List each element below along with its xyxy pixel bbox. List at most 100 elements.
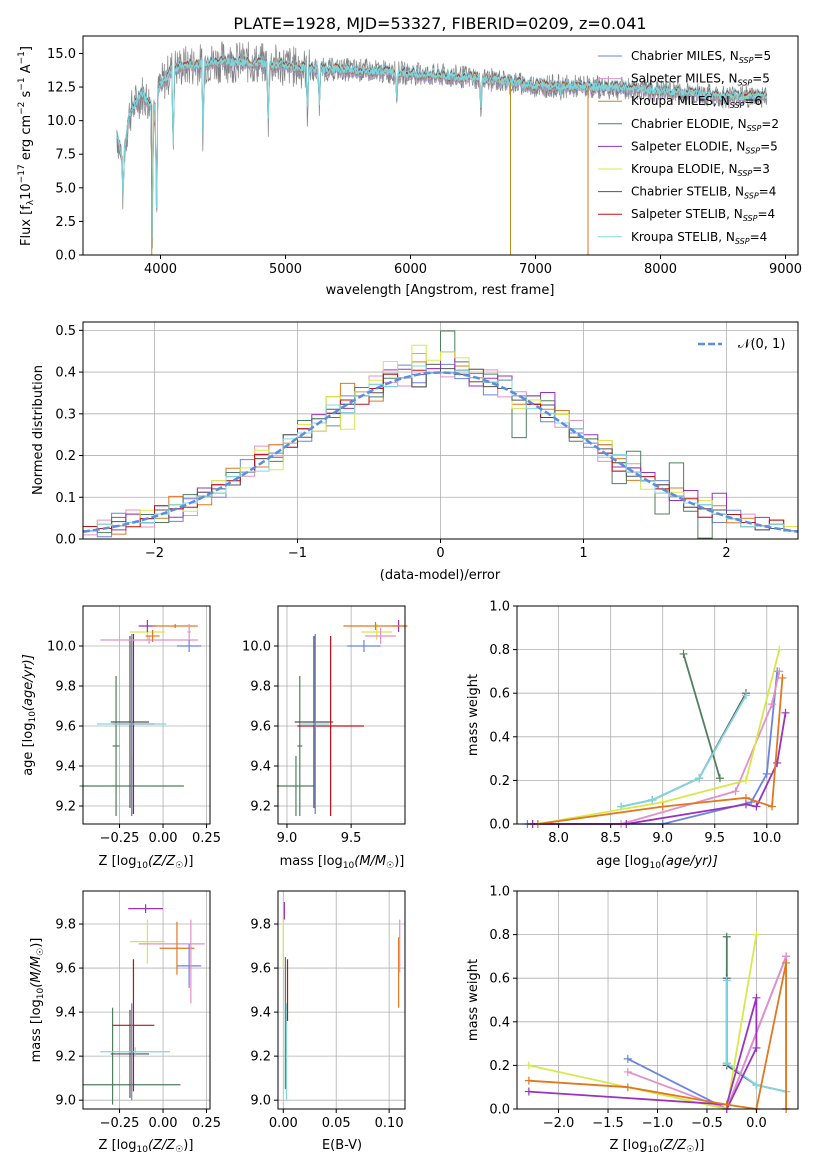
mass-vs-z-axes-frame [82, 890, 211, 1110]
y-tick-label: 1.0 [489, 600, 510, 615]
errorbar-point [112, 959, 155, 1092]
y-tick-label: 9.0 [250, 1094, 271, 1109]
legend-label: Salpeter ELODIE, NSSP=5 [631, 139, 778, 155]
y-tick-label: 0.0 [489, 1103, 510, 1118]
y-tick-label: 12.5 [47, 81, 76, 96]
mass-weight-marker [752, 993, 761, 1002]
x-tick-label: 0.25 [192, 831, 221, 846]
x-tick-label: 0.00 [149, 831, 178, 846]
x-tick-label: 0.0 [746, 1116, 767, 1131]
y-tick-label: 0.2 [489, 774, 510, 789]
age-vs-mass-plot-area [276, 620, 408, 816]
y-tick-label: 9.2 [250, 800, 271, 815]
legend-label: Kroupa ELODIE, NSSP=3 [631, 162, 770, 178]
mass-weight-marker [695, 774, 704, 783]
massweight-vs-z-panel: −2.0 −1.5 −1.0 −0.5 0.0 0.0 0.2 0.4 0.6 0.8 1.0 Z … [466, 885, 799, 1155]
x-tick-label: 0.00 [269, 1116, 298, 1131]
x-tick-label: 8000 [644, 262, 677, 277]
x-tick-label: 9000 [769, 262, 802, 277]
errorbar-point [176, 640, 202, 652]
y-tick-label: 9.6 [250, 720, 271, 735]
legend-label: Salpeter STELIB, NSSP=4 [631, 207, 775, 223]
x-tick-label: −0.25 [100, 1116, 140, 1131]
y-tick-label: 9.2 [55, 800, 76, 815]
normal-distribution-curve [83, 371, 798, 533]
x-tick-label: 2 [722, 546, 730, 561]
errorbar-point [187, 624, 191, 640]
mass-weight-marker [623, 1067, 632, 1076]
mass-weight-marker [752, 1043, 761, 1052]
x-tick-label: 6000 [394, 262, 427, 277]
mass-weight-series-line [682, 653, 721, 779]
age-vs-z-plot-area [79, 620, 202, 816]
mass-vs-ebv-panel: 0.00 0.05 0.10 9.0 9.2 9.4 9.6 9.8 E(B-V) [250, 890, 406, 1153]
x-tick-label: −1 [288, 546, 307, 561]
mass-weight-marker [623, 1054, 632, 1063]
mass-weight-marker [741, 793, 750, 802]
y-tick-label: 0.1 [55, 491, 76, 506]
spectrum-axes-frame [82, 35, 799, 256]
x-tick-label: 4000 [144, 262, 177, 277]
y-tick-label: 0.4 [55, 366, 76, 381]
massweight-vs-z-xlabel: Z [log10(Z/Z☉)] [610, 1138, 705, 1155]
x-tick-label: 7000 [519, 262, 552, 277]
model-spectrum-line [116, 53, 768, 204]
x-tick-label: 0.05 [322, 1116, 351, 1131]
legend-label: Chabrier MILES, NSSP=5 [631, 49, 771, 65]
x-tick-label: 5000 [269, 262, 302, 277]
errorbar-point [110, 636, 150, 808]
x-tick-label: 0.00 [149, 1116, 178, 1131]
age-vs-mass-xlabel: mass [log10(M/M☉)] [280, 854, 405, 871]
errorbar-point [176, 943, 202, 988]
errorbar-point [100, 636, 198, 644]
legend-label: Kroupa MILES, NSSP=6 [631, 94, 762, 110]
y-tick-label: 0.8 [489, 643, 510, 658]
x-tick-label: 8.0 [548, 831, 569, 846]
residuals-panel: −2 −1 0 1 2 0.0 0.1 0.2 0.3 0.4 0.5 (data-model)/e… [31, 321, 799, 583]
massweight-vs-z-ylabel: mass weight [466, 959, 481, 1041]
x-tick-label: 1 [579, 546, 587, 561]
age-vs-z-panel: −0.25 0.00 0.25 9.2 9.4 9.6 9.8 10.0 Z [log10(Z… [21, 605, 221, 871]
y-tick-label: 9.8 [55, 680, 76, 695]
mass-weight-series-line [537, 649, 781, 825]
mass-weight-series-line [528, 962, 787, 1111]
y-tick-label: 0.5 [55, 324, 76, 339]
y-tick-label: 0.0 [489, 818, 510, 833]
mass-weight-marker [773, 758, 782, 767]
errorbar-point [297, 676, 303, 816]
x-tick-label: −2 [145, 546, 164, 561]
y-tick-label: 9.0 [55, 1094, 76, 1109]
errorbar-point [347, 640, 381, 652]
residuals-xlabel: (data-model)/error [380, 568, 501, 583]
y-tick-label: 15.0 [47, 47, 76, 62]
errorbar-point [112, 676, 120, 816]
x-tick-label: 0 [436, 546, 444, 561]
mass-weight-marker [524, 1087, 533, 1096]
x-tick-label: 8.5 [600, 831, 621, 846]
y-tick-label: 9.8 [55, 918, 76, 933]
mass-weight-marker [775, 667, 784, 676]
y-tick-label: 9.4 [250, 760, 271, 775]
mass-weight-marker [722, 1100, 731, 1109]
residuals-legend: 𝒩(0, 1) [698, 337, 785, 352]
legend-label: Chabrier ELODIE, NSSP=2 [631, 117, 779, 133]
y-tick-label: 9.2 [55, 1050, 76, 1065]
spectrum-legend: Chabrier MILES, NSSP=5 Salpeter MILES, NS… [598, 49, 779, 246]
y-tick-label: 9.6 [55, 962, 76, 977]
errorbar-point [110, 1009, 150, 1098]
y-tick-label: 9.6 [250, 962, 271, 977]
legend-label: Chabrier STELIB, NSSP=4 [631, 185, 776, 201]
mass-weight-marker [722, 976, 731, 985]
x-tick-label: 0.10 [375, 1116, 404, 1131]
mass-weight-marker [775, 645, 784, 654]
residuals-ticks: −2 −1 0 1 2 0.0 0.1 0.2 0.3 0.4 0.5 [55, 324, 730, 561]
errorbar-point [276, 756, 316, 816]
x-tick-label: −0.5 [691, 1116, 723, 1131]
x-tick-label: 9.5 [704, 831, 725, 846]
y-tick-label: 2.5 [55, 215, 76, 230]
age-vs-mass-panel: 9.0 9.5 9.2 9.4 9.6 9.8 10.0 mass [log10(M/M☉)… [242, 605, 408, 871]
y-tick-label: 10.0 [47, 640, 76, 655]
y-tick-label: 0.3 [55, 407, 76, 422]
errorbar-point [365, 628, 397, 644]
